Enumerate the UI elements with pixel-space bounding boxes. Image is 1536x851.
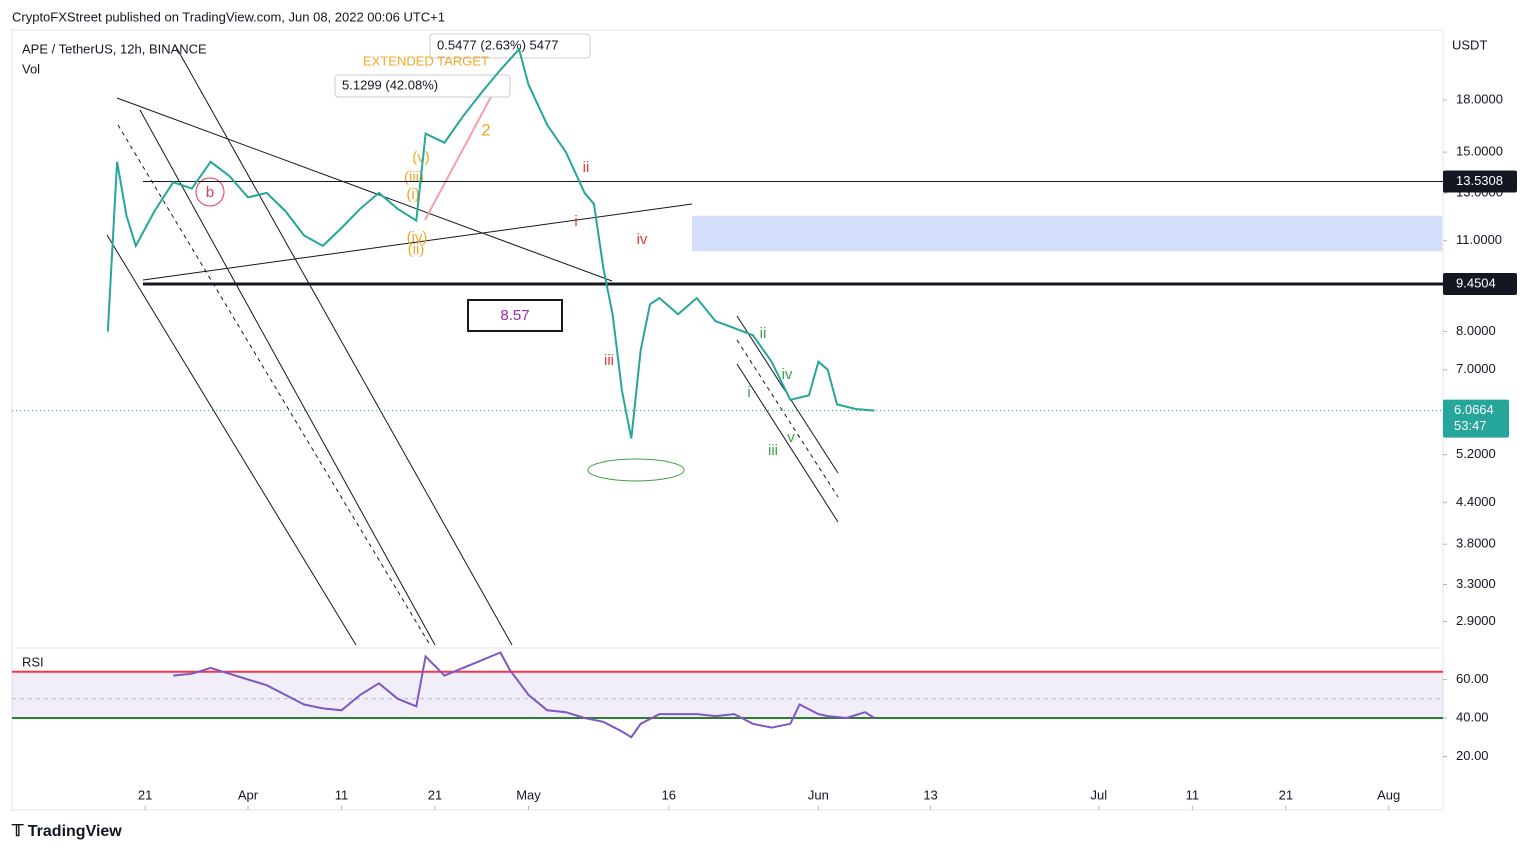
wave-label: (iv) bbox=[407, 229, 428, 246]
x-tick-label: 11 bbox=[1186, 787, 1200, 802]
annotation: EXTENDED TARGET bbox=[363, 53, 489, 68]
circle bbox=[195, 177, 225, 207]
wave-label: v bbox=[787, 429, 795, 446]
footer: 𝕋 TradingView bbox=[11, 823, 122, 840]
y-tick-label: 40.00 bbox=[1456, 709, 1489, 724]
x-tick-label: 16 bbox=[662, 787, 676, 802]
footer-text: TradingView bbox=[28, 823, 123, 840]
x-tick-label: 21 bbox=[1279, 787, 1293, 802]
wave-label: ii bbox=[583, 159, 590, 176]
series-line bbox=[173, 651, 875, 739]
x-tick-label: 21 bbox=[138, 787, 152, 802]
x-tick-label: Aug bbox=[1377, 787, 1400, 802]
level-label: 9.4504 bbox=[1456, 275, 1496, 290]
wave-label: iv bbox=[782, 366, 793, 383]
y-tick-label: 18.0000 bbox=[1456, 91, 1503, 106]
y-tick-label: 15.0000 bbox=[1456, 144, 1503, 159]
wave-label: b bbox=[206, 184, 214, 201]
label-box bbox=[334, 74, 511, 98]
annotation: 8.57 bbox=[500, 307, 529, 324]
wave-label: iii bbox=[768, 442, 778, 459]
last-price-label: 6.0664 bbox=[1454, 402, 1494, 417]
x-tick-label: 21 bbox=[428, 787, 442, 802]
publisher: CryptoFXStreet published on TradingView.… bbox=[12, 9, 445, 24]
wave-label: (i) bbox=[406, 186, 419, 203]
y-tick-label: 4.4000 bbox=[1456, 494, 1496, 509]
wave-label: iii bbox=[604, 352, 614, 369]
volume-label: Vol bbox=[22, 61, 40, 76]
wave-label: (v) bbox=[412, 149, 430, 166]
annotation: 5.1299 (42.08%) bbox=[342, 77, 438, 92]
level-tag bbox=[1443, 170, 1517, 193]
trend-line bbox=[424, 79, 501, 221]
wave-label: ii bbox=[760, 325, 767, 342]
channel-line bbox=[736, 339, 839, 498]
x-tick-label: Jul bbox=[1091, 787, 1108, 802]
trend-line bbox=[139, 109, 436, 646]
annotation: 0.5477 (2.63%) 5477 bbox=[437, 37, 558, 52]
wave-label: i bbox=[574, 213, 577, 230]
y-tick-label: 20.00 bbox=[1456, 748, 1489, 763]
rsi-band bbox=[12, 671, 1443, 718]
circle bbox=[587, 458, 685, 482]
x-tick-label: May bbox=[516, 787, 541, 802]
price-tag bbox=[1443, 399, 1509, 438]
zone bbox=[692, 215, 1442, 252]
countdown: 53:47 bbox=[1454, 418, 1487, 433]
y-tick-label: 2.9000 bbox=[1456, 613, 1496, 628]
wave-label: 2 bbox=[481, 120, 490, 139]
wave-label: (ii) bbox=[408, 241, 425, 258]
x-tick-label: Apr bbox=[238, 787, 259, 802]
channel-line bbox=[736, 363, 839, 523]
rsi-label: RSI bbox=[22, 654, 44, 669]
symbol: APE / TetherUS, 12h, BINANCE bbox=[22, 41, 207, 56]
x-tick-label: Jun bbox=[808, 787, 829, 802]
trend-line bbox=[117, 124, 431, 646]
y-tick-label: 8.0000 bbox=[1456, 323, 1496, 338]
x-tick-label: 11 bbox=[335, 787, 349, 802]
trend-line bbox=[106, 234, 357, 646]
y-tick-label: 3.3000 bbox=[1456, 576, 1496, 591]
trend-line bbox=[142, 203, 693, 281]
series-line bbox=[106, 47, 875, 439]
level-label: 13.5308 bbox=[1456, 173, 1503, 188]
axis-unit: USDT bbox=[1452, 37, 1487, 52]
annotations: 8.57 5.1299 (42.08%) 0.5477 (2.63%) 5477… bbox=[206, 33, 795, 459]
drawings bbox=[106, 44, 839, 646]
trend-line bbox=[116, 97, 613, 282]
y-tick-label: 60.00 bbox=[1456, 671, 1489, 686]
trend-line bbox=[174, 44, 513, 646]
wave-label: iv bbox=[637, 231, 648, 248]
y-tick-label: 11.0000 bbox=[1456, 232, 1502, 247]
box bbox=[467, 299, 563, 332]
level-tag bbox=[1443, 273, 1517, 296]
y-tick-label: 5.2000 bbox=[1456, 446, 1496, 461]
y-tick-label: 3.8000 bbox=[1456, 536, 1496, 551]
y-tick-label: 7.0000 bbox=[1456, 361, 1496, 376]
wave-label: i bbox=[747, 384, 750, 401]
x-tick-label: 13 bbox=[923, 787, 937, 802]
